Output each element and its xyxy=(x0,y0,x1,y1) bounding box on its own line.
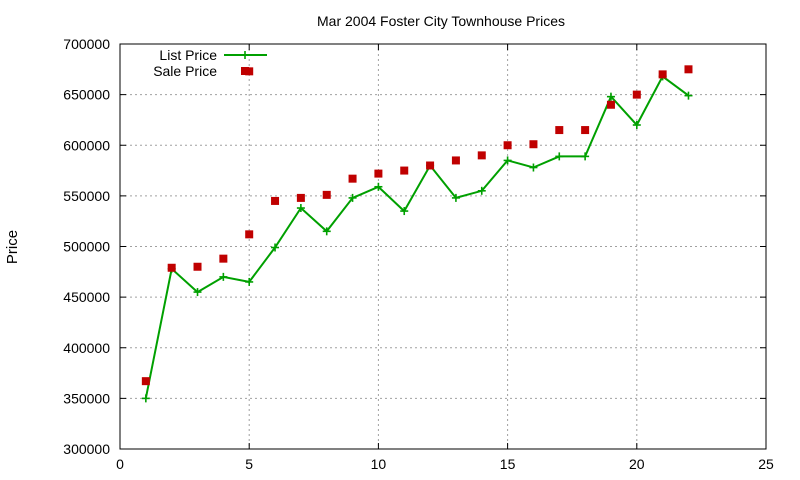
sale-price-point xyxy=(245,230,254,239)
legend-marker xyxy=(241,67,249,75)
sale-price-marker xyxy=(503,141,512,150)
sale-price-marker xyxy=(529,140,538,149)
sale-price-marker xyxy=(477,151,486,160)
legend-label: Sale Price xyxy=(153,63,217,79)
list-price-point xyxy=(322,227,331,236)
list-price-point xyxy=(529,163,538,172)
series-list-price xyxy=(141,72,693,403)
sale-price-marker xyxy=(271,196,280,205)
sale-price-point xyxy=(632,90,641,99)
axis-ticks: 0 5 10 15 20 25 300000 350000 400000 450000 500000… xyxy=(63,36,774,472)
sale-price-marker xyxy=(658,70,667,79)
sale-price-point xyxy=(529,140,538,149)
legend-label: List Price xyxy=(159,47,217,63)
list-price-point xyxy=(400,207,409,216)
sale-price-point xyxy=(219,254,228,263)
sale-price-marker xyxy=(245,67,254,76)
sale-price-point xyxy=(271,196,280,205)
sale-price-point xyxy=(193,262,202,271)
sale-price-point xyxy=(503,141,512,150)
sale-price-point xyxy=(322,190,331,199)
sale-price-point xyxy=(348,174,357,183)
list-price-point xyxy=(374,182,383,191)
list-price-point xyxy=(684,91,693,100)
sale-price-marker xyxy=(581,126,590,135)
sale-price-point xyxy=(477,151,486,160)
list-price-point xyxy=(477,186,486,195)
list-price-point xyxy=(581,152,590,161)
list-price-point xyxy=(245,277,254,286)
chart-title: Mar 2004 Foster City Townhouse Prices xyxy=(317,13,565,29)
y-tick-label: 550000 xyxy=(63,188,110,204)
sale-price-marker xyxy=(632,90,641,99)
x-tick-label: 5 xyxy=(245,456,253,472)
sale-price-marker xyxy=(374,169,383,178)
y-tick-label: 500000 xyxy=(63,239,110,255)
sale-price-marker xyxy=(451,156,460,165)
legend-item-list-price: List Price xyxy=(159,47,267,63)
sale-price-marker xyxy=(219,254,228,263)
sale-price-marker xyxy=(193,262,202,271)
list-price-point xyxy=(193,288,202,297)
sale-price-point xyxy=(451,156,460,165)
list-price-line xyxy=(144,74,690,399)
list-price-point xyxy=(141,394,150,403)
sale-price-marker xyxy=(606,100,615,109)
list-price-point xyxy=(296,204,305,213)
list-price-point xyxy=(451,193,460,202)
sale-price-marker xyxy=(400,166,409,175)
sale-price-marker xyxy=(426,161,435,170)
sale-price-marker xyxy=(684,65,693,74)
sale-price-marker xyxy=(296,193,305,202)
x-tick-label: 20 xyxy=(629,456,645,472)
y-tick-label: 650000 xyxy=(63,87,110,103)
y-tick-label: 700000 xyxy=(63,36,110,52)
y-tick-label: 600000 xyxy=(63,137,110,153)
list-price-point xyxy=(348,193,357,202)
sale-price-point xyxy=(555,126,564,135)
x-tick-label: 0 xyxy=(116,456,124,472)
sale-price-marker xyxy=(555,126,564,135)
x-tick-label: 25 xyxy=(758,456,774,472)
sale-price-point xyxy=(245,67,254,76)
grid-lines xyxy=(120,44,766,449)
y-axis-title: Price xyxy=(4,230,21,264)
y-tick-label: 350000 xyxy=(63,390,110,406)
x-tick-label: 10 xyxy=(371,456,387,472)
sale-price-point xyxy=(426,161,435,170)
sale-price-point xyxy=(167,263,176,272)
sale-price-point xyxy=(400,166,409,175)
series-sale-price xyxy=(141,65,693,386)
sale-price-marker xyxy=(322,190,331,199)
list-price-point xyxy=(632,121,641,129)
sale-price-point xyxy=(684,65,693,74)
sale-price-marker xyxy=(167,263,176,272)
x-tick-label: 15 xyxy=(500,456,516,472)
list-price-point xyxy=(606,92,615,101)
list-price-point xyxy=(555,152,564,161)
sale-price-marker xyxy=(245,230,254,239)
y-tick-label: 450000 xyxy=(63,289,110,305)
legend-item-sale-price: Sale Price xyxy=(153,63,249,79)
sale-price-point xyxy=(581,126,590,135)
y-tick-label: 300000 xyxy=(63,441,110,457)
sale-price-marker xyxy=(141,377,150,386)
sale-price-point xyxy=(658,70,667,79)
sale-price-point xyxy=(296,193,305,202)
list-price-point xyxy=(503,156,512,165)
sale-price-marker xyxy=(348,174,357,183)
y-tick-label: 400000 xyxy=(63,340,110,356)
sale-price-point xyxy=(374,169,383,178)
list-price-point xyxy=(271,243,280,252)
sale-price-point xyxy=(606,100,615,109)
series-layer xyxy=(141,65,693,403)
list-price-point xyxy=(219,272,228,281)
sale-price-point xyxy=(141,377,150,386)
